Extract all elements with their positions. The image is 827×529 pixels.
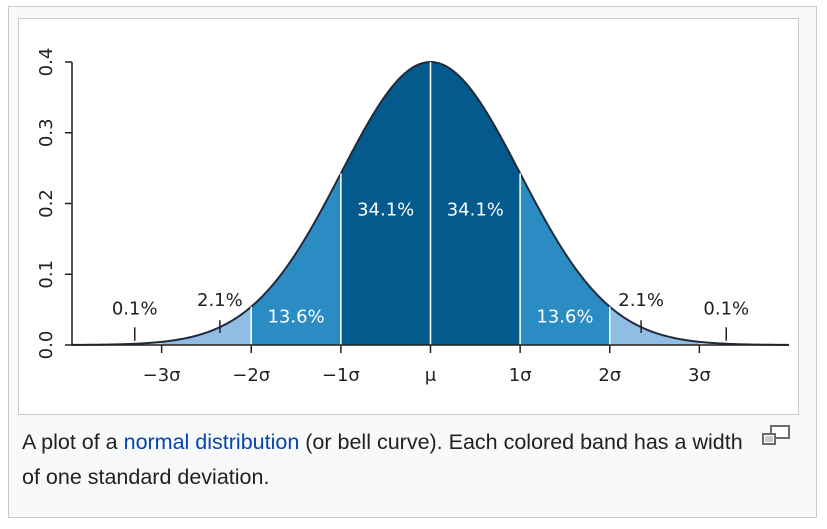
sigma-dividers <box>250 62 611 345</box>
band-label-2: 2.1% <box>197 290 243 311</box>
y-tick-label-4: 0.3 <box>36 118 57 147</box>
band-2 <box>161 306 252 345</box>
band-label-1: 0.1% <box>112 299 158 320</box>
x-tick-label-1: −3σ <box>143 365 181 386</box>
band-label-6: 13.6% <box>536 306 593 327</box>
x-tick-label-3: −1σ <box>322 365 360 386</box>
band-label-4: 34.1% <box>357 200 414 221</box>
normal-distribution-chart: −3σ −2σ −1σ μ 1σ 2σ 3σ 0.00.10.20.30.4 34.1% 34… <box>36 48 790 386</box>
caption-suffix: (or bell curve). Each colored band has a… <box>22 430 743 489</box>
band-label-3: 13.6% <box>267 306 324 327</box>
y-tick-label-5: 0.4 <box>36 48 57 77</box>
band-label-8: 0.1% <box>703 299 749 320</box>
caption-prefix: A plot of a <box>22 430 124 454</box>
y-tick-label-3: 0.2 <box>36 189 57 218</box>
band-labels: 34.1% 34.1% 13.6% 13.6% 2.1% 2.1% 0.1% 0.1% <box>112 200 749 341</box>
band-label-5: 34.1% <box>447 200 504 221</box>
band-label-7: 2.1% <box>618 290 664 311</box>
x-tick-label-5: 1σ <box>509 365 532 386</box>
band-7 <box>609 306 700 345</box>
figure-image[interactable]: −3σ −2σ −1σ μ 1σ 2σ 3σ 0.0 0.1 0.2 0.3 0.4 34.1% 34… <box>18 18 799 415</box>
figure-caption: A plot of a normal distribution (or bell… <box>22 425 758 495</box>
y-tick-label-2: 0.1 <box>36 260 57 289</box>
x-tick-label-7: 3σ <box>688 365 711 386</box>
x-tick-label-6: 2σ <box>598 365 621 386</box>
y-ticks: 0.0 0.1 0.2 0.3 0.4 <box>36 48 72 360</box>
normal-distribution-link[interactable]: normal distribution <box>123 430 300 454</box>
x-tick-label-2: −2σ <box>232 365 270 386</box>
y-tick-label-1: 0.0 <box>36 331 57 360</box>
x-tick-label-4: μ <box>425 365 437 386</box>
magnify-clip-icon[interactable] <box>760 424 792 448</box>
x-ticks: −3σ −2σ −1σ μ 1σ 2σ 3σ <box>143 345 711 386</box>
